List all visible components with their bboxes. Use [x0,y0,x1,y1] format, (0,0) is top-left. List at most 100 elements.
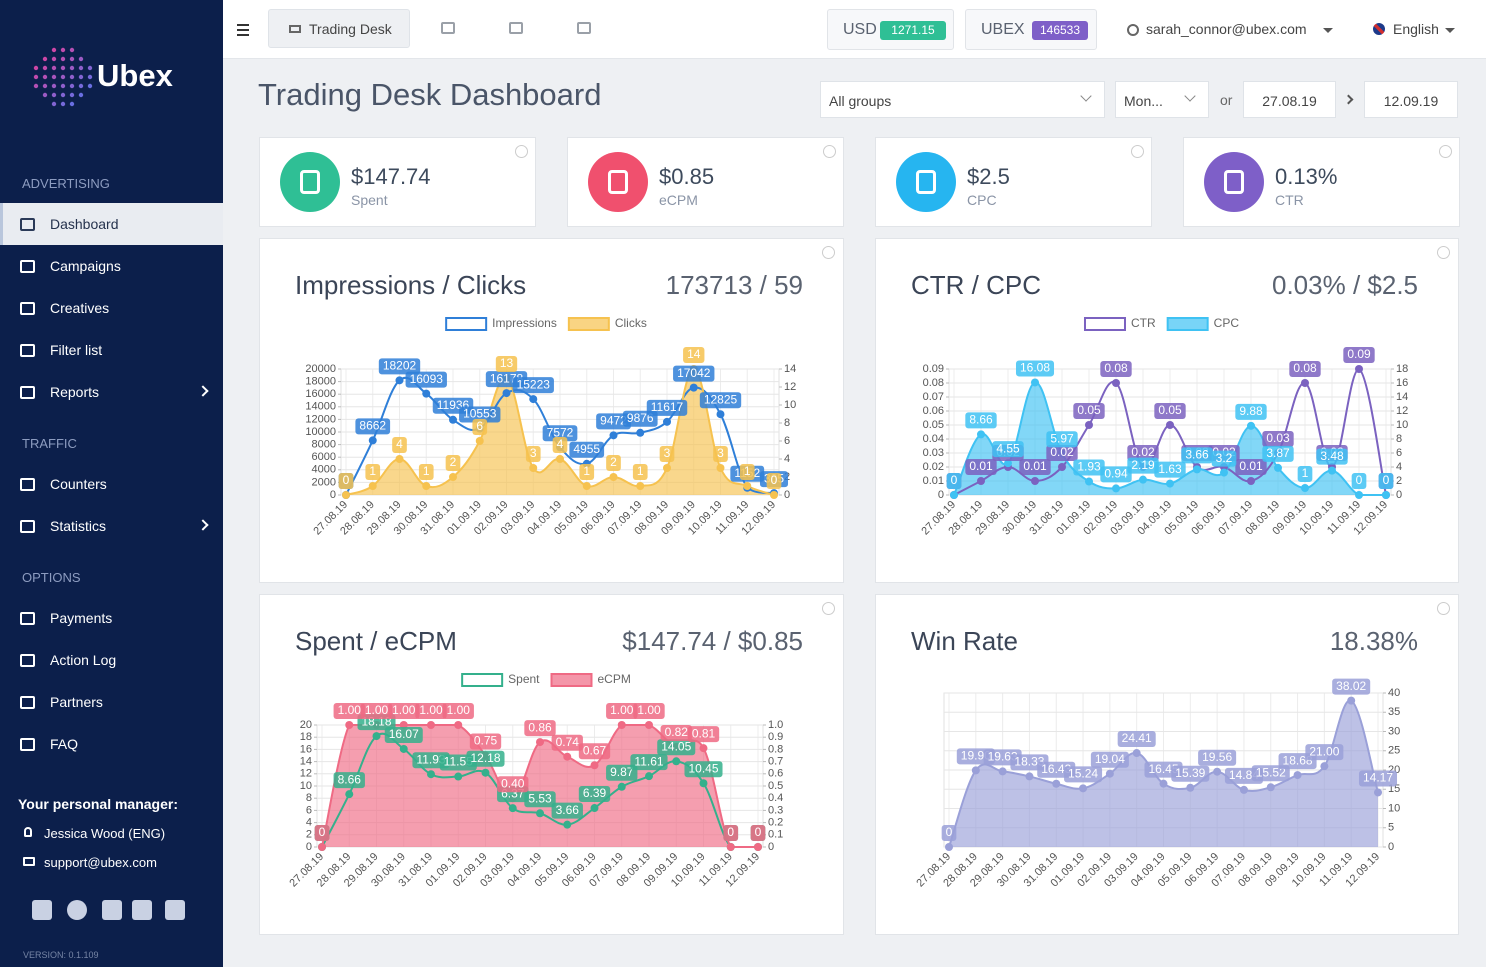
section-title: OPTIONS [22,570,81,585]
select-chevron [1080,90,1092,102]
logo-dot [69,83,75,89]
y2-tick-label: 18 [1396,363,1408,375]
y2-tick-label: 35 [1388,706,1400,718]
help-icon[interactable] [823,145,836,158]
value-label: 0.02 [1050,445,1074,459]
page-title: Trading Desk Dashboard [258,77,602,112]
value-label-bg [384,726,423,743]
point [1247,477,1255,485]
value-label: 0.01 [1023,459,1047,473]
value-label-bg [646,399,688,416]
point [1347,696,1356,705]
nav-item[interactable]: Counters [0,463,223,505]
help-icon[interactable] [515,145,528,158]
value-label-bg [1100,466,1132,483]
nav-item[interactable]: Payments [0,597,223,639]
stat-icon-glyph [916,170,936,194]
point [422,482,431,490]
nav-item[interactable]: Partners [0,681,223,723]
value-label: 19.63 [988,750,1018,764]
help-icon[interactable] [1439,145,1452,158]
logo-dot [78,83,84,89]
value-label-bg [1316,448,1348,465]
nav-label: Action Log [50,652,117,668]
help-icon[interactable] [822,246,835,259]
help-icon[interactable] [1437,602,1450,615]
stat-value: $147.74 [351,164,431,189]
nav-item[interactable]: Dashboard [0,203,223,245]
value-label-bg [333,772,365,789]
balance-amount: 146533 [1032,21,1088,40]
legend: CTR CPC [1083,316,1239,331]
area [949,700,1378,847]
nav-item[interactable]: FAQ [0,723,223,765]
value-label-bg [606,764,638,781]
value-label-bg [965,412,997,429]
period-select[interactable]: Mon... [1115,81,1209,118]
menu-bar [237,34,249,36]
tab-icon-button[interactable] [441,22,455,34]
value-label-bg [378,358,421,375]
nav-item[interactable]: Statistics [0,505,223,547]
value-label: 2 [450,455,457,469]
y2-tick-label: 12 [1396,405,1408,417]
point [1186,783,1195,792]
value-label: 3 [530,446,537,460]
value-label-bg [1251,765,1290,782]
nav-item[interactable]: Reports [0,371,223,413]
logo-dot [33,65,39,71]
value-label: 0 [755,825,762,839]
chart-card: CTR / CPC 0.03% / $2.5 27.08.19 28.08.19 29.… [875,238,1459,583]
user-menu[interactable]: sarah_connor@ubex.com [1146,21,1307,37]
logo-text: Ubex [97,58,173,93]
logo-dot [87,74,93,80]
tab-trading-desk[interactable]: Trading Desk [268,9,410,48]
social-icon[interactable] [67,900,87,920]
chart-title: Win Rate [911,626,1018,656]
point [582,482,591,490]
social-icon[interactable] [102,900,122,920]
value-label-bg [1235,403,1267,420]
value-label-bg [596,413,631,430]
value-label: 19.04 [1095,752,1125,766]
value-label-bg [946,473,962,489]
logo-dot [69,74,75,80]
value-label: 1.00 [365,703,389,717]
value-label-bg [684,761,723,778]
group-select[interactable]: All groups [820,81,1105,118]
value-label-bg [1171,765,1210,782]
y-tick-label: 16000 [305,388,336,400]
point [475,437,484,445]
group-select-text: All groups [829,93,892,109]
logo-dot [69,47,75,53]
balance-box: UBEX 146533 [965,9,1097,50]
nav-item[interactable]: Filter list [0,329,223,371]
help-icon[interactable] [822,602,835,615]
language-menu[interactable]: English [1393,21,1439,37]
tab-icon-button[interactable] [577,22,591,34]
nav-item[interactable]: Action Log [0,639,223,681]
tab-icon-button[interactable] [509,22,523,34]
y-tick-label: 20 [300,719,312,731]
point [1085,477,1093,486]
nav-item[interactable]: Campaigns [0,245,223,287]
value-label: 11.61 [634,754,663,768]
social-icon[interactable] [165,900,185,920]
point [1132,749,1141,758]
date-from[interactable]: 27.08.19 [1243,81,1336,118]
help-icon[interactable] [1437,246,1450,259]
stat-icon [280,152,340,212]
date-to[interactable]: 12.09.19 [1364,81,1458,118]
y2-tick-label: 6 [784,435,790,447]
value-label-bg [1235,459,1267,475]
social-icon[interactable] [132,900,152,920]
stat-value: $2.5 [967,164,1010,189]
social-icon[interactable] [32,900,52,920]
value-label-bg [365,464,381,480]
point [1031,378,1039,387]
value-label-bg [660,724,692,741]
help-icon[interactable] [1131,145,1144,158]
nav-item[interactable]: Creatives [0,287,223,329]
value-label-bg [1019,459,1051,475]
point [556,455,564,463]
